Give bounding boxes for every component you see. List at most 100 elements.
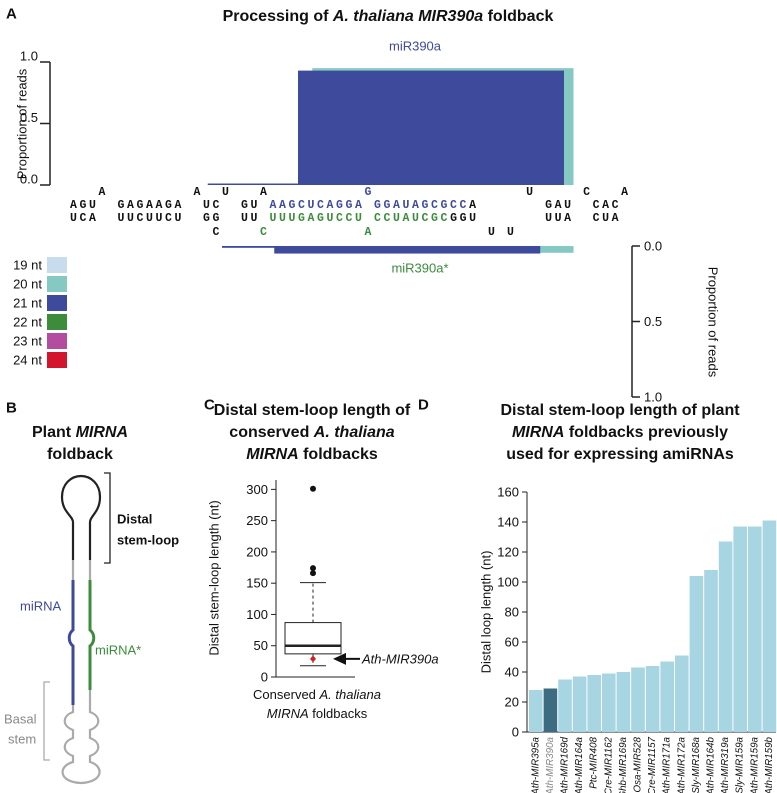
y-tick-label: 0 — [261, 670, 268, 685]
panel-label: B — [6, 400, 17, 417]
x-tick-label: Cre-MIR1157 — [647, 736, 658, 793]
bar — [616, 672, 631, 732]
basal-label: stem — [8, 732, 36, 747]
y-tick-label: 140 — [497, 515, 519, 530]
bar — [631, 667, 645, 732]
diagram-panel: B Distal stem-loop miRNA miRNA* Basal st… — [4, 400, 179, 785]
basal-bracket — [43, 681, 50, 761]
x-tick-label: Ath-MIR164b — [706, 736, 717, 793]
sequence-row-part: C — [70, 226, 260, 239]
bar — [587, 675, 601, 732]
chart-title-part: used for expressing amiRNAs — [506, 446, 734, 463]
y-axis-label: Distal loop length (nt) — [479, 551, 494, 674]
chart-title-part: foldbacks — [299, 446, 378, 463]
diagram-title-part: foldback — [47, 446, 113, 463]
sequence-row: AGU GAGAAGA UC GU AAGCUCAGGA GGAUAGCGCCA… — [70, 199, 621, 212]
chart-title: Processing of A. thaliana MIR390a foldba… — [223, 8, 554, 25]
bar — [689, 576, 704, 732]
y-tick-label: 0.5 — [20, 110, 38, 125]
legend-label: 19 nt — [13, 258, 42, 273]
x-tick-label: Ghb-MIR169a — [618, 736, 629, 793]
y-tick-label: 150 — [246, 576, 268, 591]
chart-title: MIRNA foldbacks previously — [512, 424, 728, 441]
x-tick-label: Ath-MIR171a — [662, 736, 673, 793]
chart-title: Distal stem-loop length of plant — [500, 402, 740, 419]
read-bar — [222, 246, 479, 248]
panel-label: A — [6, 6, 17, 23]
bar — [718, 541, 733, 732]
sequence-row: UCA UUCUUCU GG UU UUUGAGUCCU CCUAUCGCGGU… — [70, 212, 621, 225]
diagram-title: foldback — [47, 446, 113, 463]
bar — [645, 666, 660, 732]
chart-title: conserved A. thaliana — [229, 424, 394, 441]
sequence-row-part: U C A — [469, 186, 631, 199]
bar — [543, 688, 558, 732]
y-axis-label: Proportion of reads — [706, 267, 721, 378]
neck-shape — [71, 560, 92, 580]
legend-label: 22 nt — [13, 315, 42, 330]
basal-shape — [61, 690, 101, 785]
chart-title: used for expressing amiRNAs — [506, 446, 734, 463]
x-tick-label: Sly-MIR168a — [691, 736, 702, 793]
y-tick-label: 40 — [505, 665, 519, 680]
legend-label: 20 nt — [13, 277, 42, 292]
y-tick-label: 120 — [497, 545, 519, 560]
x-tick-label: Ath-MIR159a — [749, 736, 760, 793]
sequence-row: C C A U U — [70, 226, 517, 239]
x-tick-label: Ath-MIR172a — [676, 736, 687, 793]
flier — [310, 565, 316, 572]
sequence-row-part: A GAU CAC — [469, 199, 621, 212]
legend-swatch — [47, 352, 67, 368]
flier — [310, 485, 316, 492]
chart-title-part: foldbacks previously — [564, 424, 728, 441]
y-tick-label: 100 — [497, 575, 519, 590]
box — [284, 622, 342, 655]
chart-title-part: A. thaliana — [313, 424, 395, 441]
chart-title: MIRNA foldbacks — [246, 446, 378, 463]
x-tick-label: Osa-MIR528 — [633, 736, 644, 792]
diagram-title-part: MIRNA — [76, 424, 128, 441]
bar — [704, 570, 718, 732]
x-tick-label: Ath-MIR159b — [764, 736, 775, 793]
y-tick-label: 200 — [246, 544, 268, 559]
chart-title-part: Processing of — [223, 8, 333, 25]
y-tick-label: 60 — [505, 635, 519, 650]
chart-title-part: Distal stem-loop length of plant — [500, 402, 740, 419]
chart-title-part: MIRNA — [246, 446, 298, 463]
sequence-row-part: A A U A — [70, 186, 270, 199]
x-tick-label: Ath-MIR395a — [530, 736, 541, 793]
sequence-row-part: AGU GAGAAGA UC GU — [70, 199, 270, 212]
diagram-title-part: Plant — [32, 424, 76, 441]
x-tick-label: Ath-MIR390a — [545, 736, 556, 793]
chart-title: Distal stem-loop length of — [214, 402, 411, 419]
y-tick-label: 0.0 — [644, 239, 662, 254]
highlight-point — [310, 655, 316, 663]
sequence-row-part: UUUGAGUCCU CCUAUCGC — [270, 212, 451, 225]
bar — [762, 520, 777, 732]
x-tick-label: Ptc-MIR408 — [589, 736, 600, 788]
star-label: miR390a* — [391, 261, 448, 276]
sequence-row: A A U A G U C A — [70, 186, 631, 199]
panel-label: C — [204, 397, 215, 414]
legend-label: 23 nt — [13, 334, 42, 349]
star-label: miRNA* — [95, 643, 141, 658]
x-axis-label-part: MIRNA — [267, 706, 309, 721]
x-axis-label-part: Conserved — [253, 687, 319, 702]
y-tick-label: 50 — [254, 638, 268, 653]
y-tick-label: 0.0 — [20, 172, 38, 187]
legend-label: 24 nt — [13, 353, 42, 368]
bar — [675, 655, 689, 732]
x-tick-label: Ath-MIR169d — [560, 736, 571, 793]
guide-label: miR390a — [389, 39, 442, 54]
sequence-row-part: C A — [260, 226, 374, 239]
distal-bracket — [104, 472, 111, 564]
bar — [558, 679, 572, 732]
star-strand — [88, 580, 96, 690]
legend-label: 21 nt — [13, 296, 42, 311]
chart-title-part: A. thaliana MIR390a — [332, 8, 483, 25]
read-bar — [298, 70, 564, 185]
sequence-row-part: G — [270, 186, 470, 199]
bar — [660, 661, 674, 732]
y-tick-label: 1.0 — [20, 49, 38, 64]
